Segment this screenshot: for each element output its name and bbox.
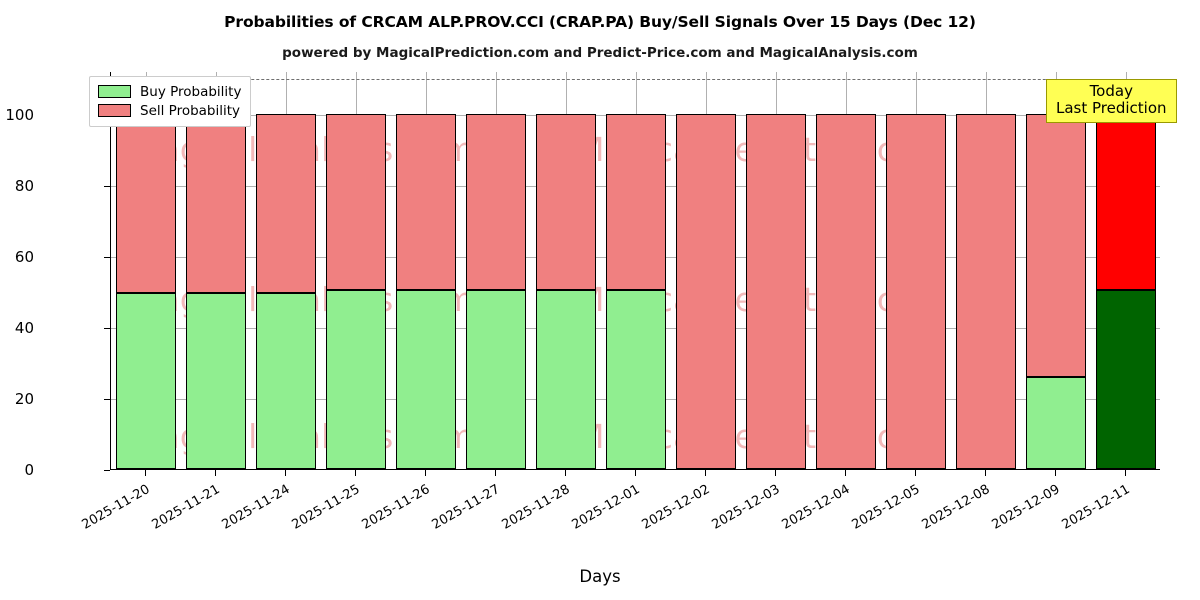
chart-title: Probabilities of CRCAM ALP.PROV.CCI (CRA… [224, 13, 976, 31]
bar-segment-sell [325, 113, 387, 290]
today-annotation-line2: Last Prediction [1056, 98, 1167, 117]
chart-legend: Buy Probability Sell Probability [89, 76, 252, 127]
x-tick-label: 2025-12-11 [1059, 482, 1133, 533]
bar-stack[interactable] [815, 72, 877, 469]
x-tick-label: 2025-12-02 [639, 482, 713, 533]
x-tick-mark [425, 470, 426, 476]
x-tick-label: 2025-11-27 [429, 482, 503, 533]
x-tick-mark [775, 470, 776, 476]
bar-segment-sell [675, 113, 737, 469]
x-tick-label: 2025-12-01 [569, 482, 643, 533]
bar-stack[interactable] [255, 72, 317, 469]
bar-segment-sell [605, 113, 667, 290]
x-tick-mark [705, 470, 706, 476]
x-tick-mark [915, 470, 916, 476]
bar-segment-sell [885, 113, 947, 469]
y-tick-mark [104, 256, 110, 258]
y-tick-mark [104, 398, 110, 400]
x-tick-label: 2025-12-08 [919, 482, 993, 533]
bar-segment-sell [465, 113, 527, 290]
x-tick-mark [1125, 470, 1126, 476]
x-tick-label: 2025-11-25 [289, 482, 363, 533]
today-annotation: Today Last Prediction [1046, 79, 1177, 123]
bar-stack[interactable] [535, 72, 597, 469]
bar-stack[interactable] [395, 72, 457, 469]
bar-segment-buy [395, 289, 457, 469]
bar-stack[interactable] [465, 72, 527, 469]
bar-segment-buy [535, 289, 597, 469]
x-tick-mark [1055, 470, 1056, 476]
x-tick-mark [985, 470, 986, 476]
bar-segment-sell [395, 113, 457, 290]
y-tick-label: 20 [14, 389, 34, 408]
x-tick-label: 2025-11-21 [149, 482, 223, 533]
bar-segment-sell [185, 113, 247, 294]
x-tick-label: 2025-12-09 [989, 482, 1063, 533]
bar-today[interactable] [1095, 72, 1157, 469]
bar-segment-sell [955, 113, 1017, 469]
y-tick-mark [104, 327, 110, 329]
bar-stack[interactable] [885, 72, 947, 469]
x-tick-mark [285, 470, 286, 476]
y-tick-label: 80 [14, 176, 34, 195]
bar-stack[interactable] [955, 72, 1017, 469]
x-tick-mark [355, 470, 356, 476]
bar-stack[interactable] [185, 72, 247, 469]
x-tick-mark [215, 470, 216, 476]
bar-segment-buy [1095, 290, 1157, 469]
x-tick-mark [635, 470, 636, 476]
y-tick-label: 0 [24, 461, 34, 479]
x-tick-label: 2025-12-03 [709, 482, 783, 533]
plot-area: MagicalAnalysis.com MagicalPrediction.co… [110, 72, 1160, 470]
bar-stack[interactable] [1025, 72, 1087, 469]
reference-line [111, 79, 1160, 81]
bar-stack[interactable] [675, 72, 737, 469]
y-tick-mark [104, 470, 110, 471]
y-tick-label: 60 [14, 247, 34, 266]
bar-segment-sell [1095, 113, 1157, 291]
legend-swatch-buy [98, 85, 131, 98]
x-tick-label: 2025-11-20 [79, 482, 153, 533]
legend-item-sell: Sell Probability [98, 101, 241, 120]
plot-inner: MagicalAnalysis.com MagicalPrediction.co… [111, 72, 1160, 469]
bar-segment-buy [325, 289, 387, 469]
legend-label-sell: Sell Probability [140, 102, 241, 119]
bar-segment-buy [605, 289, 667, 469]
legend-item-buy: Buy Probability [98, 82, 241, 101]
today-annotation-line1: Today [1089, 82, 1133, 100]
bar-segment-buy [465, 289, 527, 469]
x-tick-label: 2025-11-26 [359, 482, 433, 533]
bar-segment-sell [815, 113, 877, 469]
bar-segment-sell [1025, 113, 1087, 377]
bar-segment-buy [255, 293, 317, 469]
y-tick-mark [104, 185, 110, 187]
legend-swatch-sell [98, 104, 131, 117]
bar-segment-sell [535, 113, 597, 290]
x-tick-label: 2025-12-05 [849, 482, 923, 533]
bar-segment-buy [115, 293, 177, 469]
y-tick-label: 100 [5, 105, 34, 124]
bar-stack[interactable] [745, 72, 807, 469]
x-tick-mark [145, 470, 146, 476]
bar-stack[interactable] [115, 72, 177, 469]
bar-segment-buy [1025, 376, 1087, 469]
x-tick-mark [845, 470, 846, 476]
bar-segment-sell [745, 113, 807, 469]
x-tick-mark [565, 470, 566, 476]
bar-stack[interactable] [605, 72, 667, 469]
bar-segment-buy [185, 293, 247, 469]
x-tick-mark [495, 470, 496, 476]
x-tick-label: 2025-11-28 [499, 482, 573, 533]
bar-segment-sell [115, 113, 177, 294]
bar-stack[interactable] [325, 72, 387, 469]
x-tick-label: 2025-11-24 [219, 482, 293, 533]
y-tick-label: 40 [14, 318, 34, 337]
x-axis-label: Days [579, 567, 621, 586]
chart-subtitle: powered by MagicalPrediction.com and Pre… [282, 45, 918, 61]
legend-label-buy: Buy Probability [140, 83, 242, 100]
x-tick-label: 2025-12-04 [779, 482, 853, 533]
bar-segment-sell [255, 113, 317, 294]
